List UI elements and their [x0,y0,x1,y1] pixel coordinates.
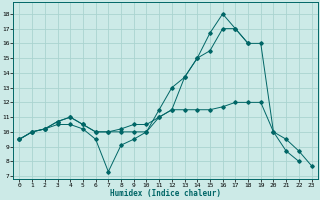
X-axis label: Humidex (Indice chaleur): Humidex (Indice chaleur) [110,189,221,198]
